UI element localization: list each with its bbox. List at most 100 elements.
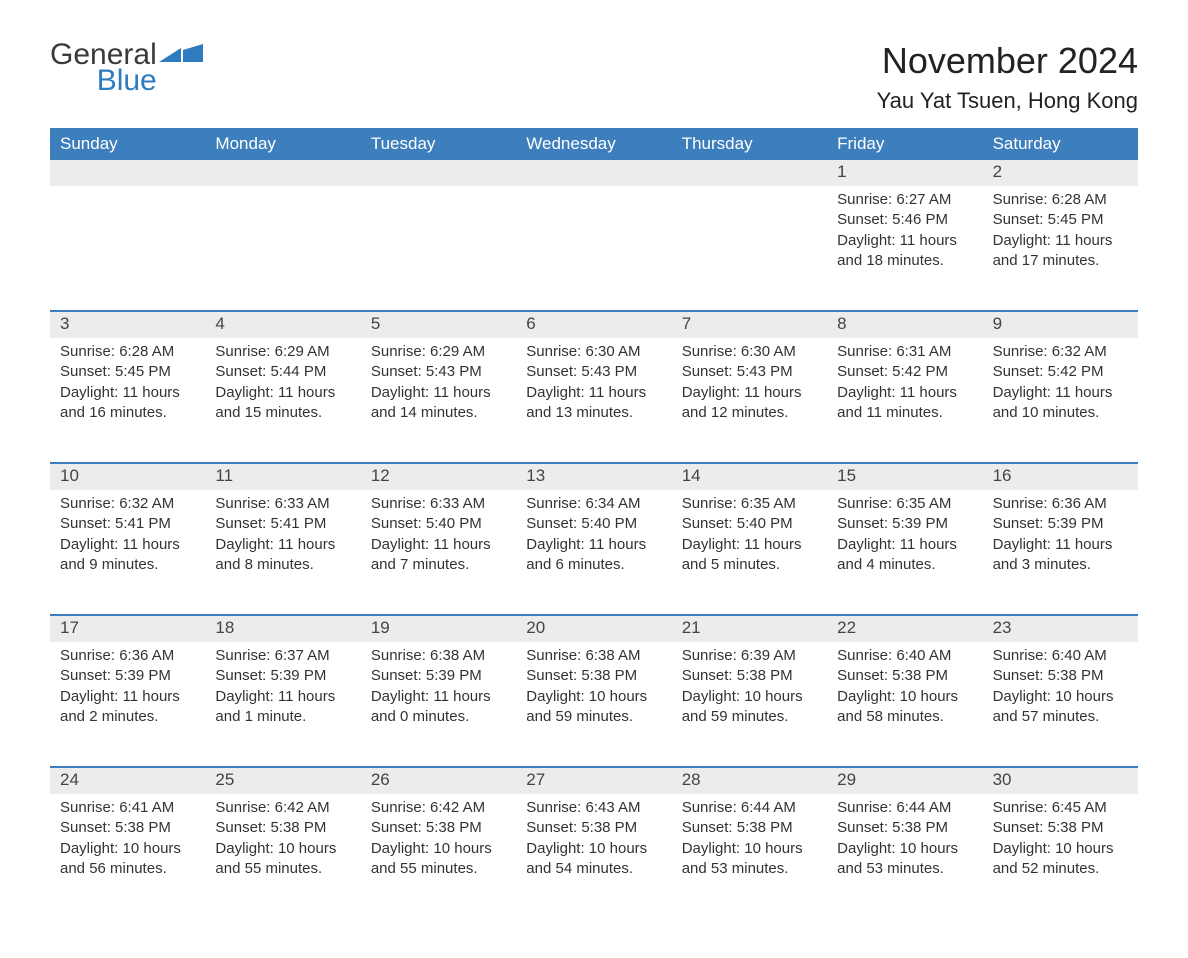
sunset-text: Sunset: 5:43 PM xyxy=(682,362,817,382)
sunrise-text: Sunrise: 6:31 AM xyxy=(837,342,972,362)
weekday-header: Wednesday xyxy=(516,128,671,160)
day-number: 13 xyxy=(516,464,671,490)
daylight-text: Daylight: 10 hours and 59 minutes. xyxy=(526,687,661,728)
day-cell: Sunrise: 6:42 AMSunset: 5:38 PMDaylight:… xyxy=(361,794,516,918)
sunset-text: Sunset: 5:41 PM xyxy=(215,514,350,534)
day-cell: Sunrise: 6:28 AMSunset: 5:45 PMDaylight:… xyxy=(50,338,205,462)
sunset-text: Sunset: 5:39 PM xyxy=(60,666,195,686)
daylight-text: Daylight: 11 hours and 4 minutes. xyxy=(837,535,972,576)
day-number xyxy=(672,160,827,186)
logo: General Blue xyxy=(50,40,203,96)
day-number: 20 xyxy=(516,616,671,642)
day-number: 3 xyxy=(50,312,205,338)
sunrise-text: Sunrise: 6:44 AM xyxy=(837,798,972,818)
daydata-row: Sunrise: 6:32 AM Sunset: 5:41 PM Daylight:… xyxy=(50,490,1138,614)
daylight-text: Daylight: 10 hours and 52 minutes. xyxy=(993,839,1128,880)
day-number: 26 xyxy=(361,768,516,794)
day-cell: Sunrise: 6:31 AMSunset: 5:42 PMDaylight:… xyxy=(827,338,982,462)
day-cell: Sunrise: 6:43 AMSunset: 5:38 PMDaylight:… xyxy=(516,794,671,918)
day-cell: Sunrise: 6:37 AMSunset: 5:39 PMDaylight:… xyxy=(205,642,360,766)
daylight-text: Daylight: 11 hours and 9 minutes. xyxy=(60,535,195,576)
daynum-row: 17181920212223 xyxy=(50,616,1138,642)
day-number: 23 xyxy=(983,616,1138,642)
day-cell: Sunrise: 6:29 AMSunset: 5:44 PMDaylight:… xyxy=(205,338,360,462)
daylight-text: Daylight: 10 hours and 55 minutes. xyxy=(371,839,506,880)
day-cell: Sunrise: 6:36 AMSunset: 5:39 PMDaylight:… xyxy=(983,490,1138,614)
day-cell xyxy=(516,186,671,310)
day-number: 1 xyxy=(827,160,982,186)
daynum-row: 3456789 xyxy=(50,312,1138,338)
day-number: 11 xyxy=(205,464,360,490)
day-number: 15 xyxy=(827,464,982,490)
day-number: 4 xyxy=(205,312,360,338)
daylight-text: Daylight: 11 hours and 18 minutes. xyxy=(837,231,972,272)
day-cell: Sunrise: 6:40 AMSunset: 5:38 PMDaylight:… xyxy=(983,642,1138,766)
sunset-text: Sunset: 5:39 PM xyxy=(837,514,972,534)
daydata-row: Sunrise: 6:36 AMSunset: 5:39 PMDaylight:… xyxy=(50,642,1138,766)
day-number: 19 xyxy=(361,616,516,642)
day-cell: Sunrise: 6:27 AMSunset: 5:46 PMDaylight:… xyxy=(827,186,982,310)
weeks-container: 12Sunrise: 6:27 AMSunset: 5:46 PMDayligh… xyxy=(50,160,1138,918)
day-number: 18 xyxy=(205,616,360,642)
sunrise-text: Sunrise: 6:34 AM xyxy=(526,494,661,514)
sunset-text: Sunset: 5:42 PM xyxy=(993,362,1128,382)
logo-word-blue: Blue xyxy=(50,66,157,96)
week-block: 17181920212223Sunrise: 6:36 AMSunset: 5:… xyxy=(50,614,1138,766)
weekday-header: Sunday xyxy=(50,128,205,160)
day-number: 27 xyxy=(516,768,671,794)
week-block: 12Sunrise: 6:27 AMSunset: 5:46 PMDayligh… xyxy=(50,160,1138,310)
daydata-row: Sunrise: 6:28 AMSunset: 5:45 PMDaylight:… xyxy=(50,338,1138,462)
day-number xyxy=(50,160,205,186)
location: Yau Yat Tsuen, Hong Kong xyxy=(877,88,1138,114)
sunrise-text: Sunrise: 6:42 AM xyxy=(371,798,506,818)
day-cell: Sunrise: 6:30 AMSunset: 5:43 PMDaylight:… xyxy=(516,338,671,462)
day-number: 14 xyxy=(672,464,827,490)
sunrise-text: Sunrise: 6:45 AM xyxy=(993,798,1128,818)
sunrise-text: Sunrise: 6:36 AM xyxy=(993,494,1128,514)
weekday-header-row: Sunday Monday Tuesday Wednesday Thursday… xyxy=(50,128,1138,160)
sunrise-text: Sunrise: 6:33 AM xyxy=(215,494,350,514)
sunrise-text: Sunrise: 6:27 AM xyxy=(837,190,972,210)
day-number: 17 xyxy=(50,616,205,642)
sunset-text: Sunset: 5:38 PM xyxy=(837,666,972,686)
weekday-header: Thursday xyxy=(672,128,827,160)
day-number: 24 xyxy=(50,768,205,794)
daylight-text: Daylight: 11 hours and 16 minutes. xyxy=(60,383,195,424)
flag-icon xyxy=(159,44,203,77)
week-block: 3456789Sunrise: 6:28 AMSunset: 5:45 PMDa… xyxy=(50,310,1138,462)
day-cell xyxy=(205,186,360,310)
sunrise-text: Sunrise: 6:38 AM xyxy=(526,646,661,666)
sunset-text: Sunset: 5:38 PM xyxy=(993,666,1128,686)
sunset-text: Sunset: 5:43 PM xyxy=(526,362,661,382)
day-number: 10 xyxy=(50,464,205,490)
day-cell: Sunrise: 6:32 AMSunset: 5:41 PMDaylight:… xyxy=(50,490,205,614)
daylight-text: Daylight: 11 hours and 7 minutes. xyxy=(371,535,506,576)
weekday-header: Tuesday xyxy=(361,128,516,160)
day-cell: Sunrise: 6:44 AMSunset: 5:38 PMDaylight:… xyxy=(827,794,982,918)
sunrise-text: Sunrise: 6:37 AM xyxy=(215,646,350,666)
sunset-text: Sunset: 5:39 PM xyxy=(993,514,1128,534)
sunrise-text: Sunrise: 6:40 AM xyxy=(993,646,1128,666)
sunrise-text: Sunrise: 6:42 AM xyxy=(215,798,350,818)
day-cell: Sunrise: 6:28 AMSunset: 5:45 PMDaylight:… xyxy=(983,186,1138,310)
sunrise-text: Sunrise: 6:33 AM xyxy=(371,494,506,514)
sunrise-text: Sunrise: 6:38 AM xyxy=(371,646,506,666)
day-number: 6 xyxy=(516,312,671,338)
day-number: 7 xyxy=(672,312,827,338)
daylight-text: Daylight: 10 hours and 53 minutes. xyxy=(682,839,817,880)
sunrise-text: Sunrise: 6:32 AM xyxy=(60,494,195,514)
sunset-text: Sunset: 5:39 PM xyxy=(371,666,506,686)
sunset-text: Sunset: 5:38 PM xyxy=(837,818,972,838)
sunrise-text: Sunrise: 6:30 AM xyxy=(682,342,817,362)
sunset-text: Sunset: 5:38 PM xyxy=(526,818,661,838)
sunrise-text: Sunrise: 6:35 AM xyxy=(682,494,817,514)
day-cell xyxy=(361,186,516,310)
day-cell: Sunrise: 6:34 AMSunset: 5:40 PMDaylight:… xyxy=(516,490,671,614)
logo-text: General Blue xyxy=(50,40,157,96)
sunset-text: Sunset: 5:38 PM xyxy=(60,818,195,838)
day-number: 22 xyxy=(827,616,982,642)
daylight-text: Daylight: 11 hours and 6 minutes. xyxy=(526,535,661,576)
day-cell: Sunrise: 6:36 AMSunset: 5:39 PMDaylight:… xyxy=(50,642,205,766)
day-cell: Sunrise: 6:39 AMSunset: 5:38 PMDaylight:… xyxy=(672,642,827,766)
sunrise-text: Sunrise: 6:29 AM xyxy=(371,342,506,362)
